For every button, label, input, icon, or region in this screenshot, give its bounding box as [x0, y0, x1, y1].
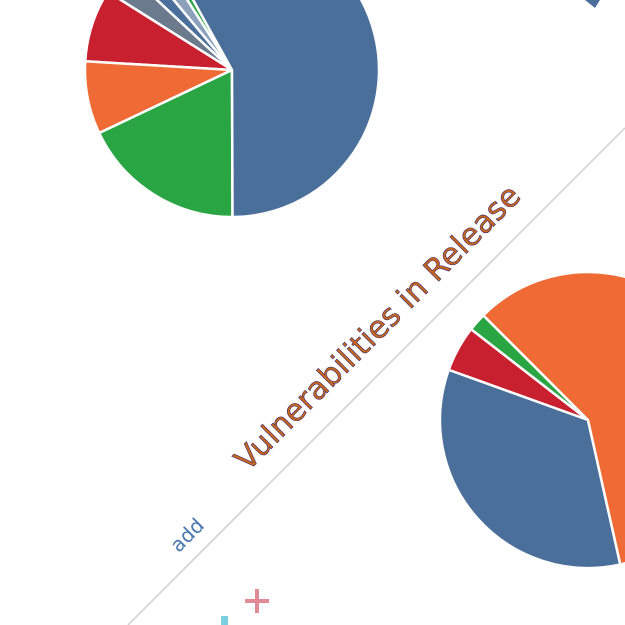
pie-slice: [482, 270, 625, 566]
pie-slice: [438, 368, 622, 570]
corner-fragment: [585, 0, 600, 8]
pie-slice: [97, 68, 234, 219]
pie-slice: [191, 0, 381, 219]
plus-icon: [245, 589, 269, 613]
divider: [127, 127, 625, 625]
icon-fragment: [221, 616, 228, 625]
